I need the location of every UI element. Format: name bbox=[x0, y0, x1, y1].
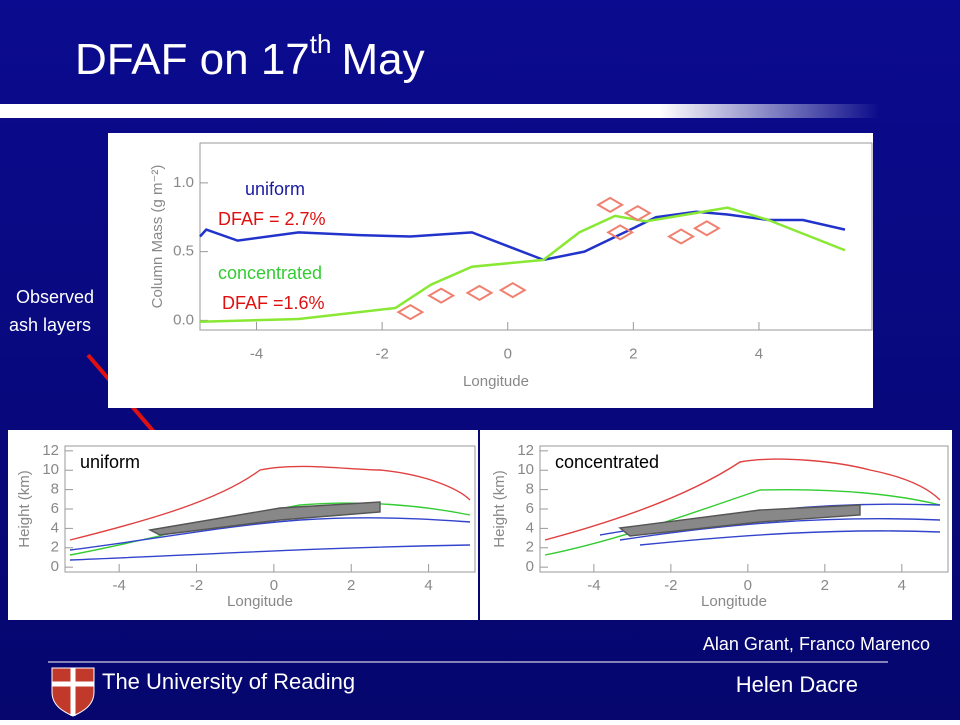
x-tick-label: 0 bbox=[270, 577, 278, 594]
x-tick-label: 2 bbox=[347, 577, 355, 594]
observed-point bbox=[427, 287, 456, 304]
x-tick-label: 2 bbox=[629, 346, 637, 363]
x-tick-label: -2 bbox=[190, 577, 203, 594]
title-rule bbox=[0, 104, 880, 118]
y-tick-label: 6 bbox=[51, 500, 59, 517]
observed-point bbox=[498, 281, 527, 299]
x-tick-label: 0 bbox=[744, 577, 752, 594]
credits: Alan Grant, Franco Marenco bbox=[703, 634, 930, 654]
x-tick-label: 0 bbox=[504, 346, 512, 363]
y-tick-label: 12 bbox=[42, 442, 59, 459]
x-tick-label: -2 bbox=[664, 577, 677, 594]
annotation: uniform bbox=[245, 179, 305, 199]
observed-point bbox=[596, 196, 625, 214]
y-tick-label: 0 bbox=[526, 558, 534, 575]
x-tick-label: -4 bbox=[587, 577, 600, 594]
x-axis-label: Longitude bbox=[227, 593, 293, 610]
y-tick-label: 2 bbox=[526, 539, 534, 556]
side-note: ash layers bbox=[9, 315, 91, 335]
annotation: DFAF =1.6% bbox=[222, 293, 325, 313]
chart-panel bbox=[108, 133, 873, 408]
footer: The University of Reading bbox=[102, 669, 355, 694]
y-tick-label: 4 bbox=[526, 519, 534, 536]
y-tick-label: 4 bbox=[51, 519, 59, 536]
observed-point bbox=[623, 204, 652, 222]
y-tick-label: 12 bbox=[517, 442, 534, 459]
y-tick-label: 8 bbox=[526, 481, 534, 498]
author: Helen Dacre bbox=[736, 672, 858, 697]
y-tick-label: 6 bbox=[526, 500, 534, 517]
x-axis-label: Longitude bbox=[463, 373, 529, 390]
x-tick-label: 4 bbox=[898, 577, 906, 594]
x-tick-label: 4 bbox=[424, 577, 432, 594]
observed-point bbox=[396, 303, 425, 321]
x-tick-label: -4 bbox=[112, 577, 125, 594]
title: DFAF on 17th May bbox=[75, 29, 425, 84]
annotation: DFAF = 2.7% bbox=[218, 209, 326, 229]
crest-cross bbox=[52, 668, 94, 716]
annotation: concentrated bbox=[218, 263, 322, 283]
y-tick-label: 0.5 bbox=[173, 243, 194, 260]
x-tick-label: 2 bbox=[821, 577, 829, 594]
x-tick-label: -4 bbox=[250, 346, 263, 363]
y-axis-label: Column Mass (g m⁻²) bbox=[149, 165, 166, 309]
x-axis-label: Longitude bbox=[701, 593, 767, 610]
observed-point bbox=[667, 228, 696, 245]
y-tick-label: 8 bbox=[51, 481, 59, 498]
panel-title: uniform bbox=[80, 452, 140, 472]
y-tick-label: 2 bbox=[51, 539, 59, 556]
y-axis-label: Height (km) bbox=[491, 470, 508, 548]
x-tick-label: -2 bbox=[375, 346, 388, 363]
side-note: Observed bbox=[16, 287, 94, 307]
observed-point bbox=[692, 220, 721, 237]
line bbox=[199, 206, 846, 323]
panel-title: concentrated bbox=[555, 452, 659, 472]
contours bbox=[544, 458, 941, 556]
y-axis-label: Height (km) bbox=[16, 470, 33, 548]
y-tick-label: 0 bbox=[51, 558, 59, 575]
observed-point bbox=[606, 224, 635, 241]
y-tick-label: 10 bbox=[517, 461, 534, 478]
observed-point bbox=[465, 284, 494, 302]
y-tick-label: 10 bbox=[42, 461, 59, 478]
y-tick-label: 0.0 bbox=[173, 311, 194, 328]
y-tick-label: 1.0 bbox=[173, 174, 194, 191]
x-tick-label: 4 bbox=[755, 346, 763, 363]
contours bbox=[69, 465, 471, 561]
